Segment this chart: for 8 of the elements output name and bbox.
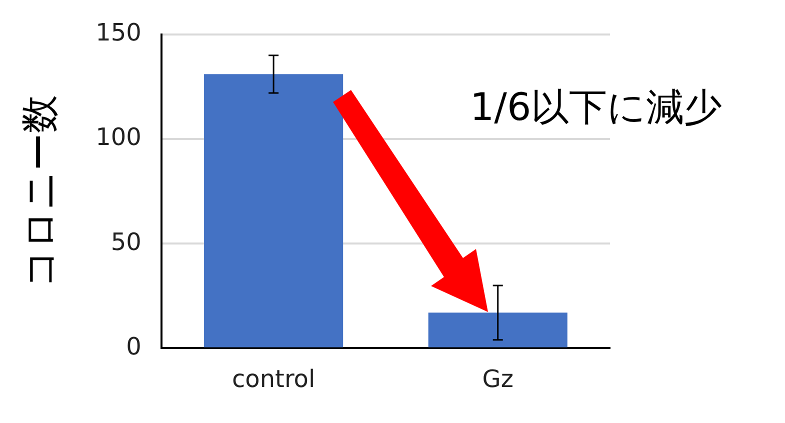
- x-tick-label: Gz: [482, 364, 514, 393]
- y-tick-label: 150: [96, 18, 142, 47]
- y-tick-label: 100: [96, 123, 142, 152]
- x-tick-label: control: [232, 364, 316, 393]
- annotation: 1/6以下に減少: [470, 84, 722, 129]
- y-tick-label: 0: [126, 332, 142, 360]
- y-tick-label: 50: [110, 228, 142, 256]
- y-axis-title: コロニー数: [18, 94, 62, 288]
